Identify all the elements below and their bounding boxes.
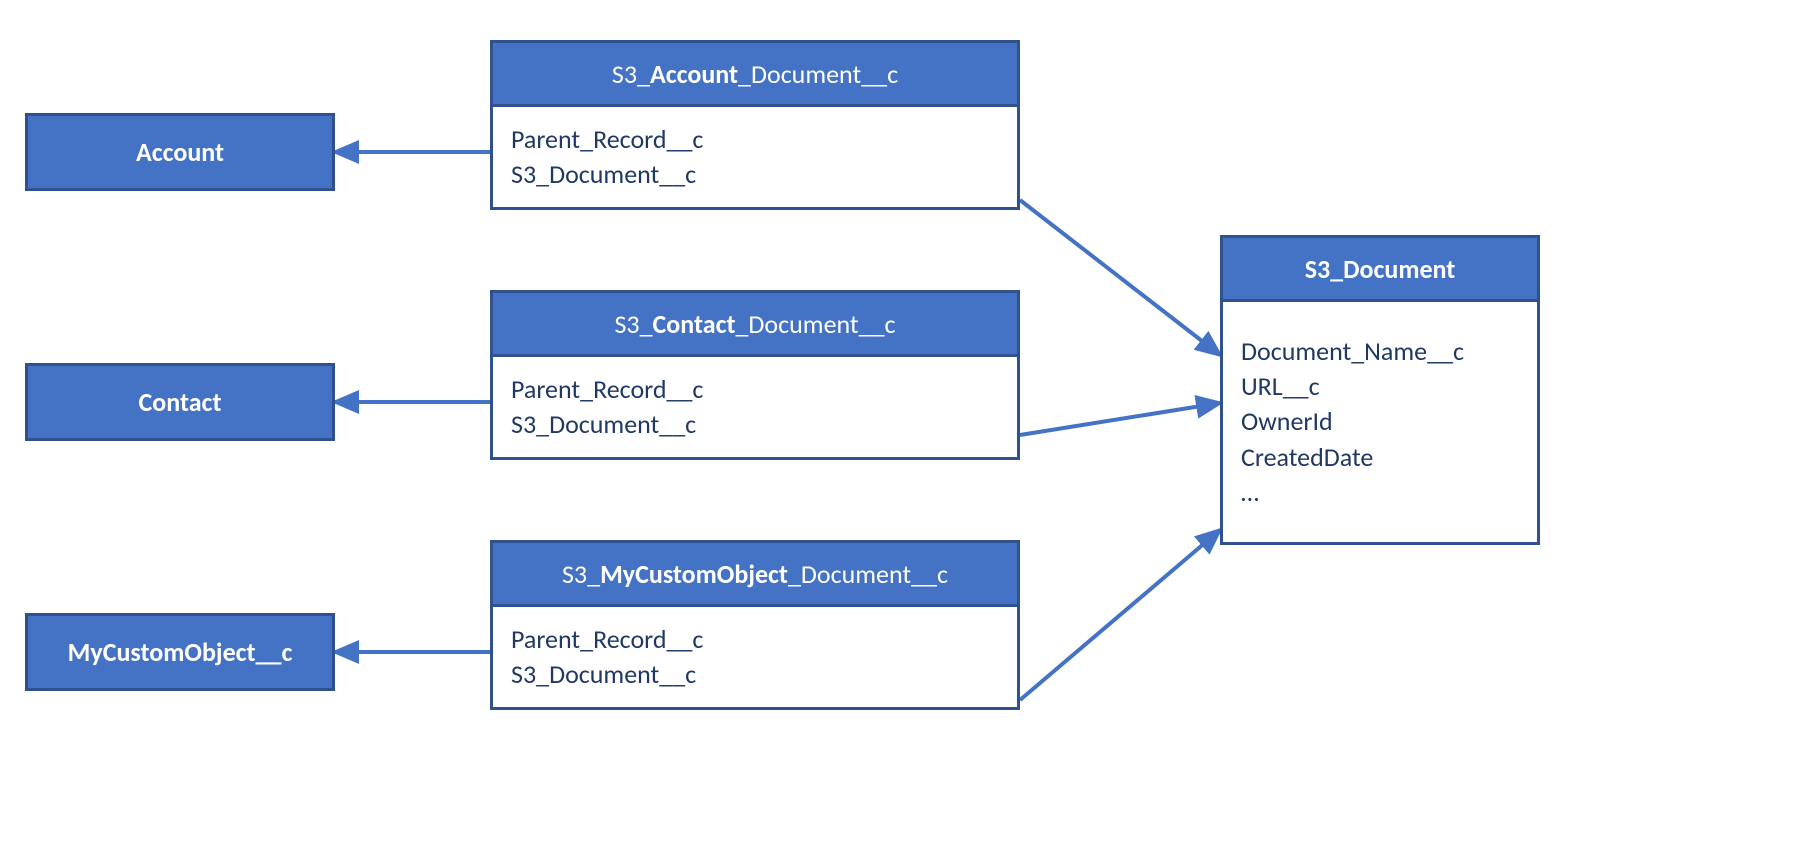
node-field: S3_Document__c: [511, 157, 999, 192]
node-s3_contact_doc: S3_Contact_Document__cParent_Record__cS3…: [490, 290, 1020, 460]
node-header-part: S3_Document: [1305, 253, 1456, 285]
node-header: S3_MyCustomObject_Document__c: [493, 543, 1017, 607]
node-s3_mycustom_doc: S3_MyCustomObject_Document__cParent_Reco…: [490, 540, 1020, 710]
node-field: Document_Name__c: [1241, 334, 1519, 369]
edge-arrow: [1020, 530, 1220, 700]
node-field: OwnerId: [1241, 404, 1519, 439]
node-field: CreatedDate: [1241, 440, 1519, 475]
edge-arrow: [1020, 403, 1220, 435]
node-header-part: Contact: [653, 308, 736, 340]
node-header-part: MyCustomObject: [600, 558, 788, 590]
edge-arrow: [1020, 200, 1220, 355]
node-header: S3_Account_Document__c: [493, 43, 1017, 107]
node-header-part: _Document__c: [738, 58, 898, 90]
node-field: S3_Document__c: [511, 657, 999, 692]
node-body: Document_Name__cURL__cOwnerIdCreatedDate…: [1223, 302, 1537, 542]
node-header-part: _Document__c: [735, 308, 895, 340]
node-s3_document: S3_Document Document_Name__cURL__cOwnerId…: [1220, 235, 1540, 545]
diagram-canvas: AccountContactMyCustomObject__cS3_Accoun…: [0, 0, 1813, 859]
node-field: Parent_Record__c: [511, 122, 999, 157]
node-label: MyCustomObject__c: [68, 636, 293, 668]
node-s3_account_doc: S3_Account_Document__cParent_Record__cS3…: [490, 40, 1020, 210]
node-body: Parent_Record__cS3_Document__c: [493, 107, 1017, 207]
node-label: Contact: [139, 386, 222, 418]
node-account: Account: [25, 113, 335, 191]
node-body: Parent_Record__cS3_Document__c: [493, 607, 1017, 707]
node-label: Account: [136, 136, 224, 168]
node-field: URL__c: [1241, 369, 1519, 404]
node-field: Parent_Record__c: [511, 372, 999, 407]
node-header-part: Account: [650, 58, 738, 90]
node-header-part: S3_: [612, 58, 650, 90]
node-header: S3_Document: [1223, 238, 1537, 302]
node-header: S3_Contact_Document__c: [493, 293, 1017, 357]
node-field: S3_Document__c: [511, 407, 999, 442]
node-contact: Contact: [25, 363, 335, 441]
node-header-part: S3_: [562, 558, 600, 590]
node-mycustom: MyCustomObject__c: [25, 613, 335, 691]
node-header-part: S3_: [614, 308, 652, 340]
node-field: …: [1241, 475, 1519, 510]
node-field: Parent_Record__c: [511, 622, 999, 657]
node-body: Parent_Record__cS3_Document__c: [493, 357, 1017, 457]
node-header-part: _Document__c: [788, 558, 948, 590]
